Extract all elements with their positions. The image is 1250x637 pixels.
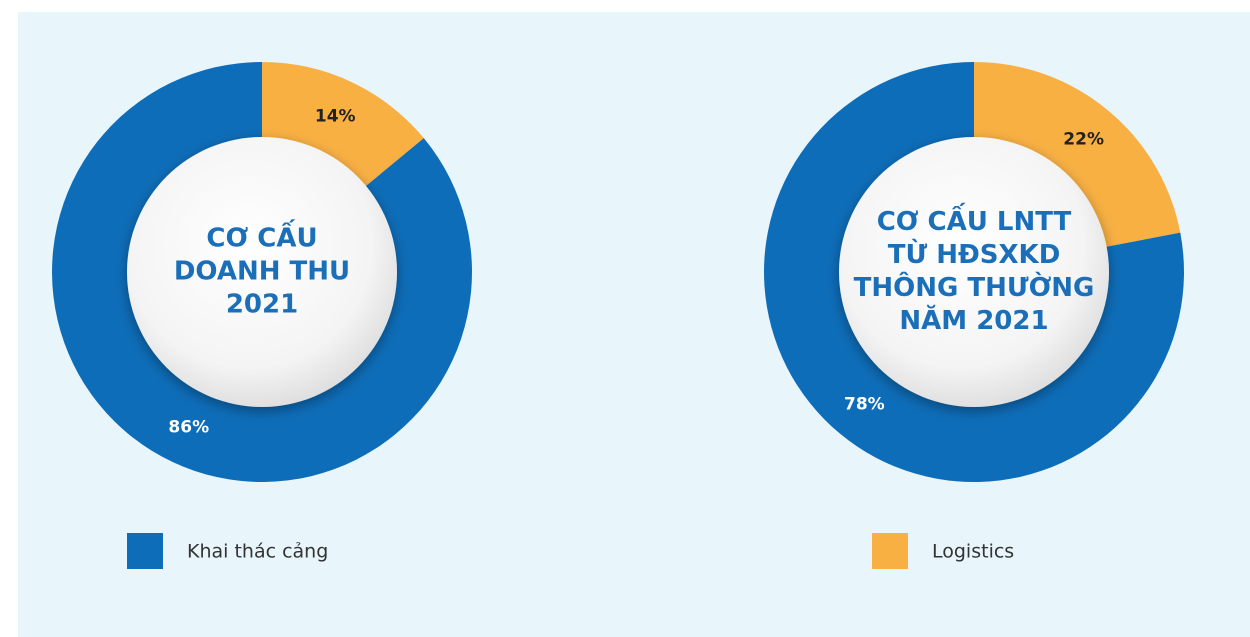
donut-hole <box>127 137 397 407</box>
legend-label: Khai thác cảng <box>187 541 328 563</box>
data-label: 22% <box>1063 129 1104 149</box>
chart-title: THÔNG THƯỜNG <box>854 271 1095 303</box>
chart-title: 2021 <box>226 290 298 320</box>
chart-title: DOANH THU <box>174 257 350 287</box>
data-label: 86% <box>168 418 209 438</box>
chart-title: CƠ CẤU LNTT <box>877 201 1072 237</box>
data-label: 78% <box>844 395 885 415</box>
chart-title: TỪ HĐSXKD <box>888 238 1061 270</box>
legend-swatch <box>127 533 163 569</box>
chart-title: CƠ CẤU <box>206 218 317 254</box>
legend-swatch <box>872 533 908 569</box>
chart-title: NĂM 2021 <box>899 304 1048 336</box>
donut-hole <box>839 137 1109 407</box>
legend-label: Logistics <box>932 541 1014 563</box>
data-label: 14% <box>315 106 356 126</box>
